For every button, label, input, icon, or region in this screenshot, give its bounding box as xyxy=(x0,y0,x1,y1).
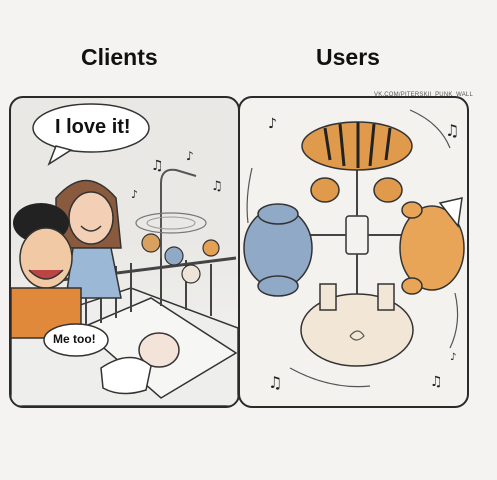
tiger-toy xyxy=(301,121,413,203)
me-too-bubble-text: Me too! xyxy=(53,332,96,346)
svg-text:♪: ♪ xyxy=(268,116,277,132)
baby-figure xyxy=(100,332,180,395)
elephant-toy xyxy=(243,203,313,297)
motion-swirl-icon xyxy=(349,330,365,341)
svg-text:♪: ♪ xyxy=(131,188,138,201)
svg-text:♫: ♫ xyxy=(430,374,443,390)
panel-users: ♪ ♫ ♫ ♫ ♪ xyxy=(238,96,469,408)
woman-figure xyxy=(55,179,122,299)
panel-clients: ♫ ♪ ♫ ♪ I love it! Me too! xyxy=(9,96,240,408)
bunny-toy xyxy=(300,283,414,367)
credit-watermark: VK.COM/PITERSKII_PUNK_WALL xyxy=(374,92,474,98)
bubble-me-too xyxy=(43,323,109,357)
spin-motion-lines xyxy=(246,109,459,388)
users-illustration: ♪ ♫ ♫ ♫ ♪ xyxy=(243,109,465,392)
bubble-client xyxy=(32,103,150,153)
tiger-toy xyxy=(141,233,161,253)
svg-text:♫: ♫ xyxy=(211,179,223,194)
bunny-toy xyxy=(181,264,201,284)
svg-text:♫: ♫ xyxy=(268,373,282,392)
mobile-hub xyxy=(345,215,369,255)
svg-text:♫: ♫ xyxy=(445,121,459,140)
heading-users: Users xyxy=(316,44,380,70)
music-note-icon: ♪ ♫ ♫ ♫ ♪ xyxy=(268,116,459,392)
man-figure xyxy=(11,203,82,339)
fox-toy xyxy=(399,197,465,295)
elephant-toy xyxy=(164,246,184,266)
svg-text:♪: ♪ xyxy=(186,149,194,163)
client-bubble-text: I love it! xyxy=(55,116,131,138)
fox-toy xyxy=(202,239,220,257)
svg-text:♪: ♪ xyxy=(450,352,456,363)
heading-clients: Clients xyxy=(81,44,158,70)
svg-text:♫: ♫ xyxy=(151,158,164,174)
music-note-icon: ♫ ♪ ♫ ♪ xyxy=(131,149,223,201)
clients-illustration: ♫ ♪ ♫ ♪ xyxy=(11,103,238,406)
